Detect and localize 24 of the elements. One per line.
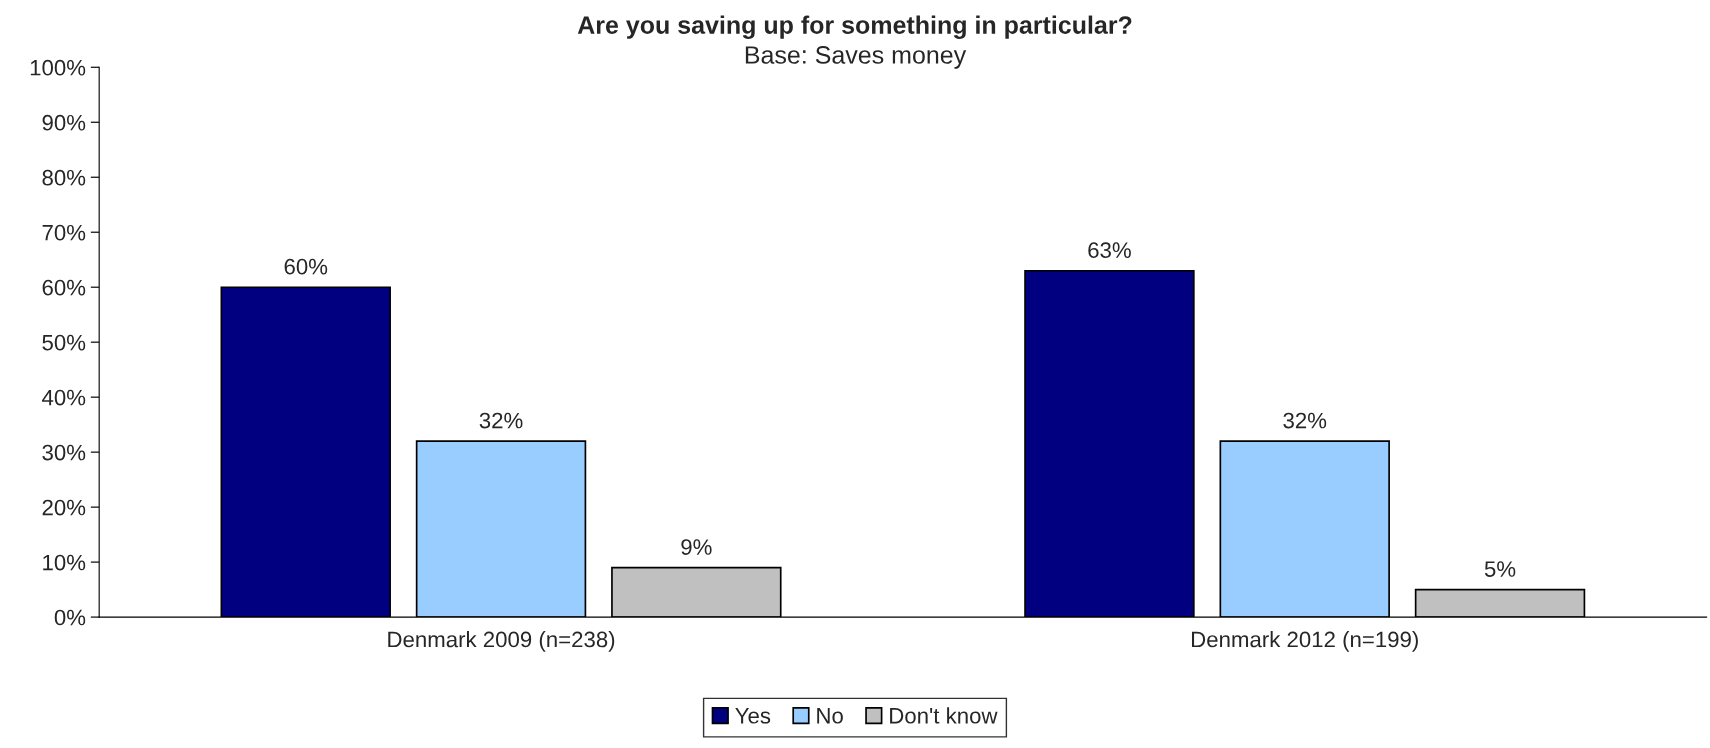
- y-tick-label: 40%: [42, 389, 86, 406]
- y-tick-label: 10%: [43, 554, 86, 571]
- y-tick-label: 30%: [42, 444, 86, 461]
- data-label: 32%: [1283, 412, 1327, 429]
- y-tick-label: 70%: [42, 224, 86, 241]
- x-tick-label: Denmark 2009 (n=238): [388, 630, 615, 652]
- y-tick-label: 90%: [42, 114, 86, 131]
- data-label: 5%: [1484, 561, 1516, 577]
- y-tick-label: 0%: [54, 609, 86, 626]
- y-tick-label: 20%: [42, 499, 86, 516]
- legend-label: No: [817, 708, 843, 724]
- data-label: 9%: [681, 539, 712, 555]
- x-tick-label: Denmark 2012 (n=199): [1191, 630, 1418, 652]
- data-label: 60%: [284, 258, 328, 275]
- legend-label: Don't know: [890, 707, 998, 724]
- chart-subtitle: Base: Saves money: [745, 46, 967, 69]
- y-tick-label: 80%: [42, 169, 86, 186]
- legend-label: Yes: [735, 708, 771, 724]
- y-tick-label: 100%: [30, 59, 86, 76]
- y-tick-label: 50%: [42, 334, 86, 351]
- chart-title: Are you saving up for something in particular?: [577, 15, 1132, 39]
- y-tick-label: 60%: [42, 279, 86, 296]
- data-label: 63%: [1088, 242, 1131, 259]
- data-label: 32%: [479, 412, 523, 429]
